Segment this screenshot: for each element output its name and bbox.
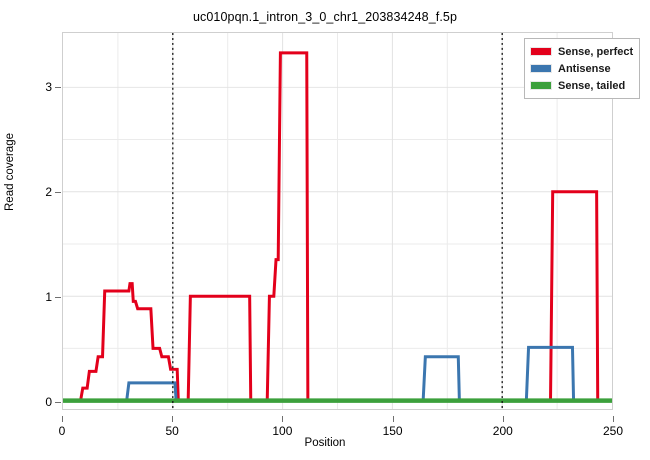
y-tick-mark [55, 401, 61, 403]
y-tick-label: 0 [45, 394, 52, 409]
x-tick-label: 200 [492, 424, 513, 438]
x-tick-mark [62, 416, 63, 422]
x-tick-label: 150 [382, 424, 403, 438]
plot-area [62, 32, 613, 410]
x-tick-mark [392, 416, 394, 422]
x-axis-label: Position [304, 437, 346, 449]
legend-item[interactable]: Sense, perfect [530, 43, 633, 60]
y-tick-label: 2 [45, 184, 52, 199]
legend-color-swatch [530, 47, 552, 56]
legend: Sense, perfect Antisense Sense, tailed [524, 38, 641, 99]
annotation-lines [172, 33, 503, 409]
legend-item[interactable]: Antisense [530, 60, 633, 77]
series-line-2 [63, 345, 612, 403]
y-tick-label: 1 [45, 289, 52, 304]
chart-title: uc010pqn.1_intron_3_0_chr1_203834248_f.5… [192, 10, 458, 24]
x-tick-label: 0 [58, 424, 66, 438]
legend-color-swatch [530, 64, 552, 73]
y-tick-label: 3 [45, 79, 52, 94]
x-axis-ticks: 0 50 100 150 200 250 [59, 416, 623, 438]
y-tick-mark [55, 86, 61, 88]
x-tick-mark [172, 416, 174, 422]
y-axis-ticks: 0 1 2 3 [0, 32, 61, 410]
legend-item-label: Antisense [558, 62, 611, 75]
y-tick-mark [55, 191, 61, 193]
y-tick-mark [55, 296, 61, 298]
x-tick-mark [282, 416, 284, 422]
x-tick-label: 100 [272, 424, 293, 438]
x-tick-label: 250 [602, 424, 624, 438]
legend-item[interactable]: Sense, tailed [530, 77, 633, 94]
x-tick-mark [613, 416, 614, 422]
legend-item-label: Sense, perfect [558, 45, 634, 58]
x-tick-mark [502, 416, 504, 422]
legend-color-swatch [530, 81, 552, 90]
data-series-layer [63, 51, 612, 403]
legend-item-label: Sense, tailed [558, 79, 626, 92]
x-tick-label: 50 [165, 424, 179, 438]
series-line-1 [63, 51, 612, 403]
